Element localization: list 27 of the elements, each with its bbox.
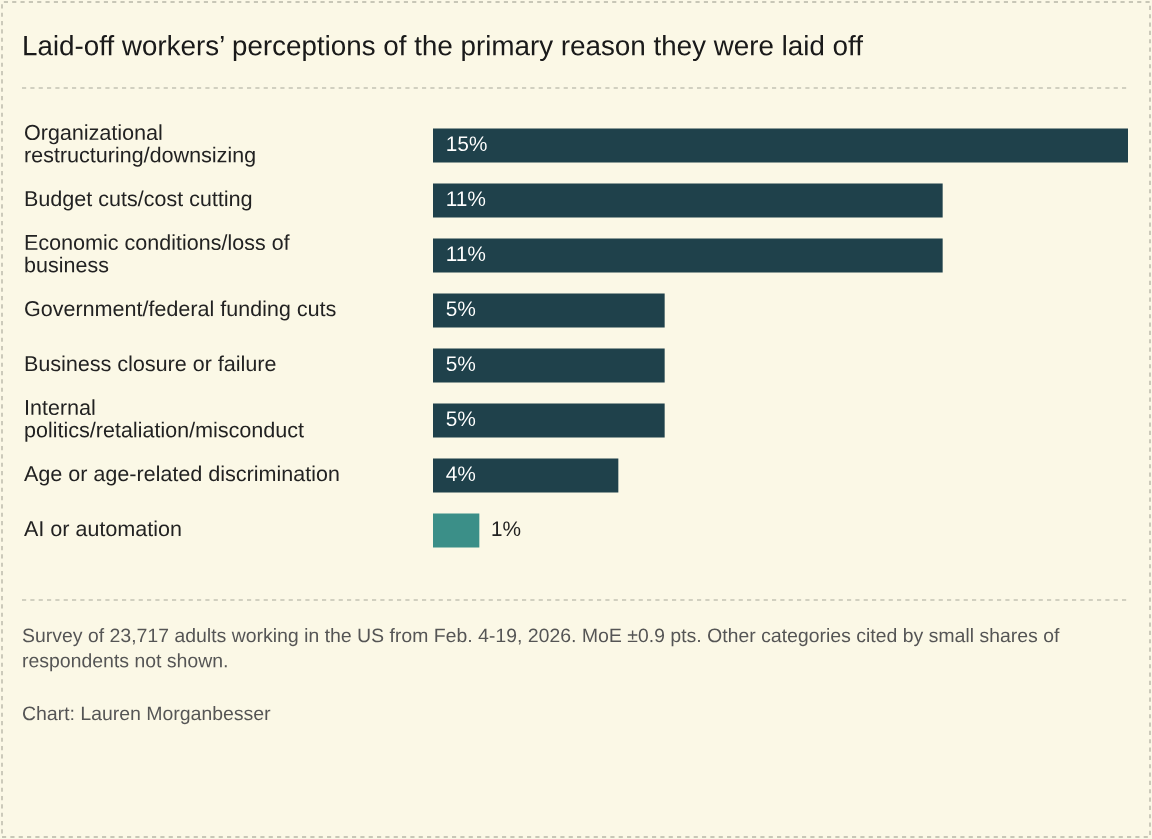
- bar: [433, 348, 665, 383]
- data-label: 5%: [446, 301, 476, 317]
- data-label: 11%: [447, 191, 486, 207]
- bar: [433, 128, 1128, 163]
- data-label: 11%: [447, 246, 486, 262]
- y-tick-label: AI or automation: [24, 520, 181, 537]
- text: Survey of 23,717 adults working in the US from Feb. 4-19, 2026. MoE ±0.9 pts. Other categories cited by small shares of respondents not shown.: [22, 628, 1060, 672]
- y-tick-label: Age or age-related discrimination: [24, 465, 339, 486]
- data-label: 1%: [492, 521, 521, 537]
- bar: [433, 183, 943, 218]
- bar: [433, 458, 619, 493]
- y-tick-label: Economic conditions/loss of business: [25, 234, 290, 273]
- y-tick-label: Government/federal funding cuts: [25, 300, 336, 321]
- data-label: 15%: [447, 136, 487, 152]
- y-tick-label: Internal politics/retaliation/misconduct: [25, 399, 304, 442]
- bar: [433, 513, 480, 548]
- text: Chart: Lauren Morganbesser: [22, 706, 271, 725]
- y-tick-label: Budget cuts/cost cutting: [25, 190, 252, 211]
- bar: [433, 403, 665, 438]
- data-label: 4%: [446, 466, 476, 482]
- bar: [433, 238, 943, 273]
- y-tick-label: Organizational restructuring/downsizing: [25, 124, 255, 167]
- bar: [433, 293, 665, 328]
- data-label: 5%: [446, 356, 476, 372]
- y-tick-label: Business closure or failure: [25, 355, 276, 372]
- data-label: 5%: [446, 411, 476, 427]
- chart-title: Laid-off workers’ perceptions of the primary reason they were laid off: [24, 35, 864, 61]
